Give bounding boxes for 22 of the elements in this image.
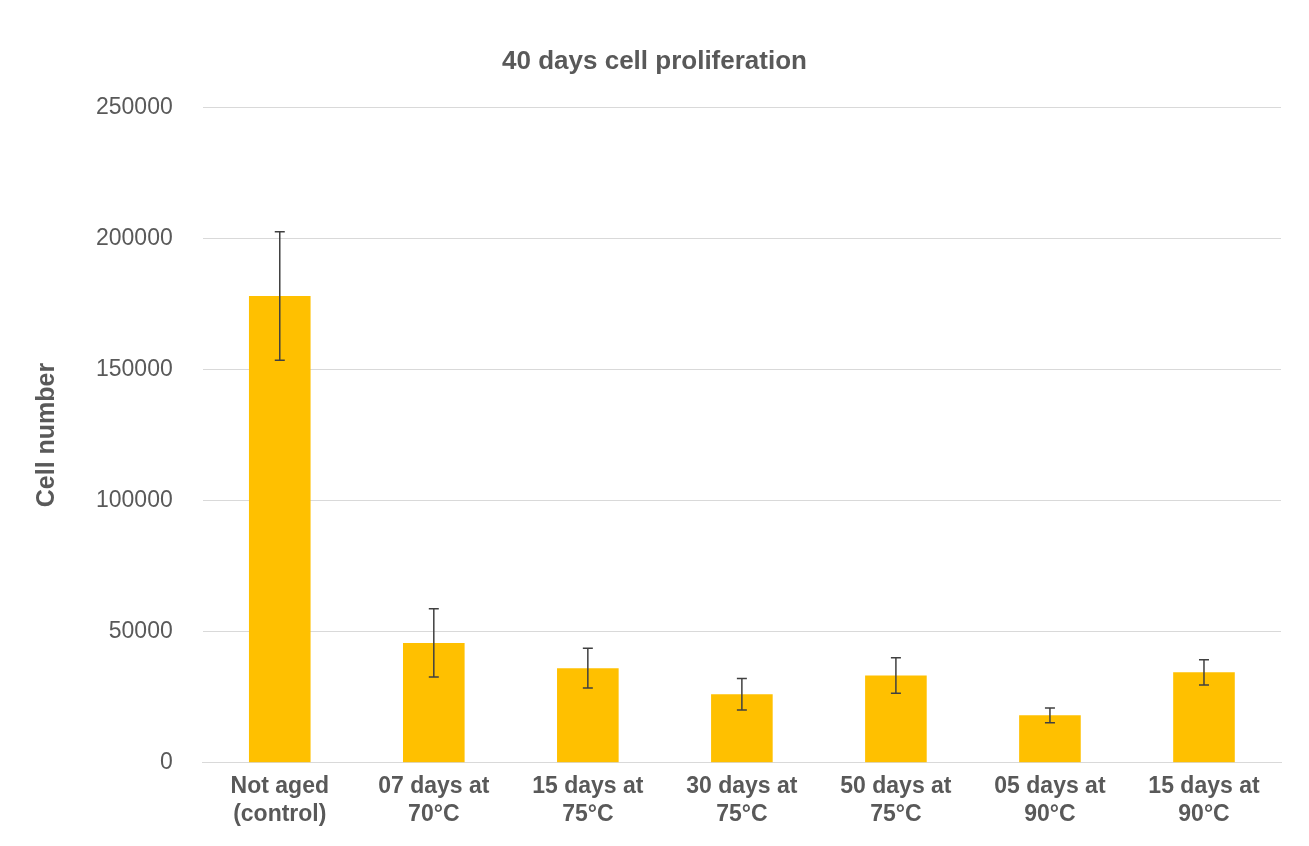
y-tick-label: 150000 <box>96 354 173 381</box>
bar <box>711 694 773 763</box>
x-tick-label: 15 days at 90°C <box>1148 771 1260 826</box>
bar <box>557 668 619 763</box>
x-tick-label: 30 days at 75°C <box>686 771 798 826</box>
x-tick-label: Not aged (control) <box>230 771 329 826</box>
bar <box>1019 715 1081 763</box>
y-axis-title: Cell number <box>30 362 59 508</box>
bar <box>865 675 927 763</box>
chart-title: 40 days cell proliferation <box>502 44 807 75</box>
x-tick-label: 05 days at 90°C <box>994 771 1106 826</box>
y-tick-label: 100000 <box>96 485 173 512</box>
y-tick-label: 250000 <box>96 92 173 119</box>
x-tick-label: 07 days at 70°C <box>378 771 490 826</box>
y-tick-label: 0 <box>159 748 173 775</box>
y-tick-label: 200000 <box>96 223 173 250</box>
bar <box>248 296 311 763</box>
x-tick-label: 15 days at 75°C <box>532 771 644 826</box>
y-tick-label: 50000 <box>108 617 173 644</box>
bar <box>403 642 465 763</box>
bar <box>1173 672 1235 763</box>
x-tick-label: 50 days at 75°C <box>840 771 952 826</box>
